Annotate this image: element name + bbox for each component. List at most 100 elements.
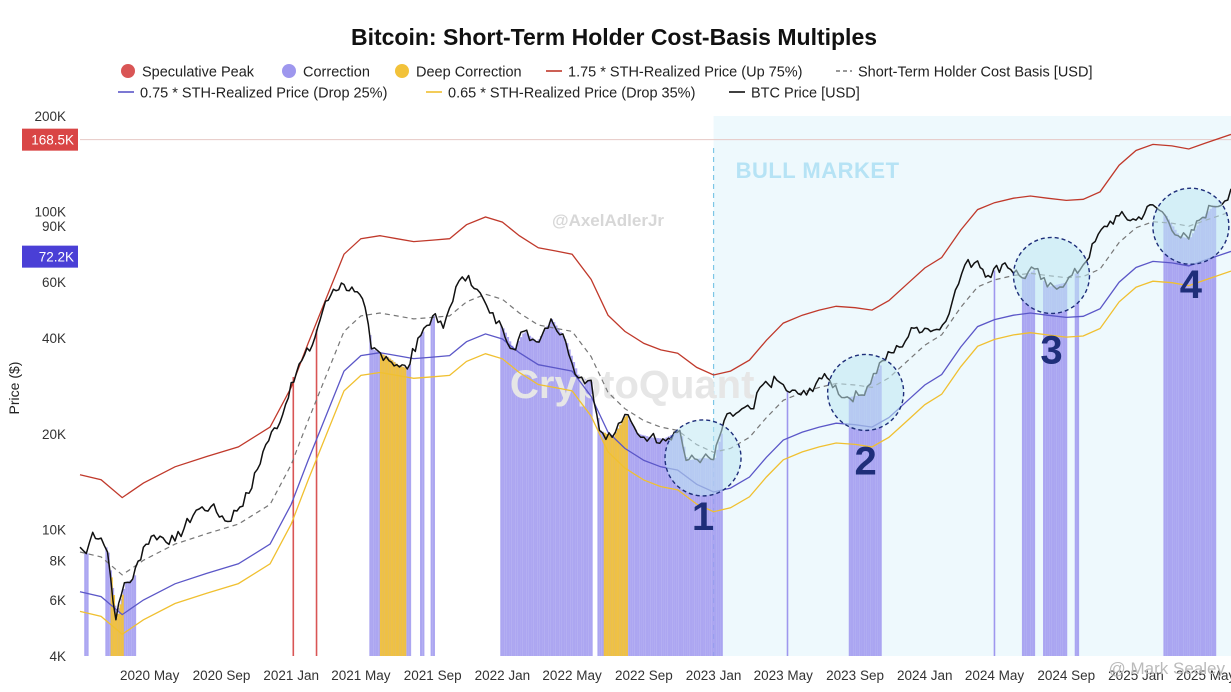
band-slice [634, 429, 638, 656]
band-slice [1056, 284, 1059, 656]
band-slice [112, 595, 116, 656]
band-slice [1026, 274, 1029, 656]
sth-0-65x-line [79, 270, 1231, 636]
watermarks: @AxelAdlerJr CryptoQuant [510, 211, 754, 407]
y-tick-label: 40K [42, 331, 66, 346]
bull-market-label: BULL MARKET [736, 158, 900, 183]
x-tick-label: 2021 Jan [263, 668, 319, 683]
band-slice [1065, 282, 1068, 656]
deep-band [379, 353, 407, 656]
band-slice [610, 436, 613, 656]
annotation-number: 2 [855, 439, 877, 483]
band-slice [533, 339, 536, 656]
band-slice [720, 433, 723, 656]
band-slice [1203, 216, 1206, 656]
x-tick-label: 2020 Sep [193, 668, 251, 683]
annotation-circle [1152, 187, 1230, 265]
legend-dot-icon [121, 64, 135, 78]
band-slice [597, 417, 600, 656]
badge-label: 72.2K [39, 250, 74, 265]
y-axis-title: Price ($) [6, 362, 22, 415]
band-slice [121, 594, 124, 656]
band-slice [1209, 208, 1212, 656]
band-slice [408, 364, 412, 656]
band-slice [685, 457, 688, 656]
band-slice [404, 367, 407, 656]
x-tick-label: 2025 Jan [1108, 668, 1164, 683]
price-badge: 72.2K [22, 245, 78, 268]
band-slice [864, 390, 867, 656]
band-slice [1051, 285, 1055, 656]
band-slice [379, 353, 383, 656]
legend: Speculative Peak Correction Deep Correctio… [118, 64, 1092, 102]
band-slice [1047, 286, 1050, 656]
band-slice [625, 415, 628, 656]
band-slice [583, 378, 587, 656]
band-slice [605, 433, 609, 656]
band-slice [1045, 284, 1048, 656]
legend-label: 0.65 * STH-Realized Price (Drop 35%) [448, 86, 695, 102]
band-slice [859, 395, 862, 656]
band-slice [619, 424, 622, 656]
band-slice [1176, 233, 1179, 656]
legend-dot-icon [395, 64, 409, 78]
band-slice [1205, 213, 1208, 657]
band-slice [406, 368, 409, 656]
band-slice [1214, 205, 1217, 656]
band-slice [539, 335, 543, 656]
band-slice [537, 339, 540, 656]
band-slice [1178, 235, 1182, 657]
band-slice [401, 366, 405, 656]
legend-label: 1.75 * STH-Realized Price (Up 75%) [568, 65, 803, 81]
band-slice [122, 588, 126, 656]
correction-band [84, 551, 89, 656]
band-slice [877, 369, 880, 656]
correction-band [420, 331, 425, 656]
band-slice [553, 322, 556, 656]
band-slice [681, 436, 684, 656]
band-slice [393, 361, 396, 656]
x-tick-label: 2021 Sep [404, 668, 462, 683]
band-slice [716, 449, 719, 656]
band-slice [703, 457, 706, 656]
band-slice [614, 432, 617, 656]
band-slice [515, 344, 518, 656]
band-slice [654, 437, 657, 656]
sth-1-75x-line [79, 133, 1231, 499]
band-slice [369, 335, 372, 656]
price-badge: 168.5K [22, 128, 78, 151]
band-slice [422, 331, 425, 656]
band-slice [853, 396, 856, 656]
legend-item: Speculative Peak [121, 64, 255, 81]
band-slice [544, 329, 547, 656]
legend-label: Deep Correction [416, 65, 522, 81]
band-slice [718, 441, 721, 656]
band-slice [559, 332, 562, 656]
band-slice [528, 335, 532, 656]
correction-band [500, 319, 593, 656]
band-slice [375, 351, 379, 656]
correction-band [848, 365, 882, 656]
y-tick-label: 4K [49, 649, 66, 664]
correction-band [430, 316, 435, 656]
annotation-circle [1012, 236, 1091, 315]
band-slice [637, 433, 640, 656]
band-slice [513, 348, 516, 656]
y-tick-label: 90K [42, 219, 66, 234]
band-slice [1167, 219, 1171, 656]
band-slice [378, 352, 381, 656]
band-slice [548, 322, 551, 656]
y-tick-label: 10K [42, 523, 66, 538]
band-slice [1198, 221, 1201, 657]
band-slice [652, 437, 655, 656]
band-slice [1163, 214, 1166, 656]
legend-item: 0.75 * STH-Realized Price (Drop 25%) [118, 86, 387, 102]
band-slice [866, 386, 869, 656]
band-slice [1074, 273, 1077, 656]
band-slice [577, 374, 580, 656]
band-slice [1028, 273, 1031, 656]
band-slice [526, 333, 529, 656]
band-slice [850, 396, 854, 656]
band-slice [522, 333, 525, 656]
